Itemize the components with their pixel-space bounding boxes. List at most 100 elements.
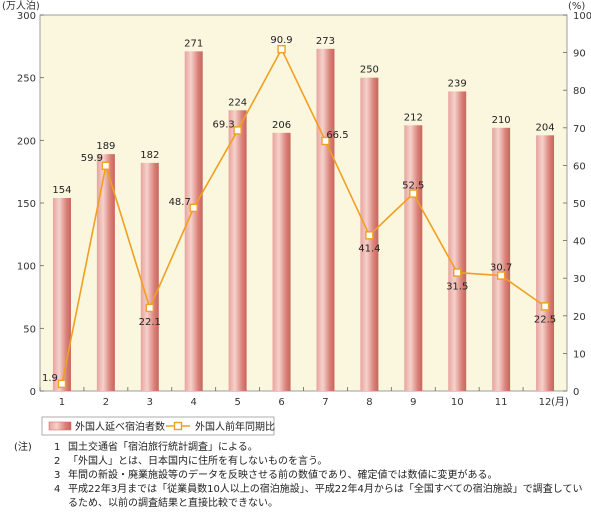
bar xyxy=(184,51,203,391)
x-tick-label: 4 xyxy=(191,397,197,408)
x-tick-label: 1 xyxy=(59,397,65,408)
note-row-2: 2 「外国人」とは、日本国内に住所を有しないものを言う。 xyxy=(14,455,584,469)
line-value-label: 22.1 xyxy=(139,317,161,328)
notes: (注) 1 国土交通省「宿泊旅行統計調査」による。 2 「外国人」とは、日本国内… xyxy=(14,441,584,511)
bar-value-label: 182 xyxy=(140,150,159,161)
bar-value-label: 189 xyxy=(96,141,115,152)
bar-value-label: 154 xyxy=(52,185,71,196)
bar-value-label: 271 xyxy=(184,38,203,49)
bar xyxy=(272,132,291,391)
bar-value-label: 224 xyxy=(228,97,247,108)
bar xyxy=(404,125,423,391)
y-right-tick-label: 100 xyxy=(573,11,591,22)
bar-value-label: 239 xyxy=(448,78,467,89)
line-point xyxy=(321,136,330,146)
y-right-tick-label: 10 xyxy=(573,349,586,360)
notes-head: (注) xyxy=(14,442,32,453)
legend-box xyxy=(41,416,275,436)
y-left-tick-label: 300 xyxy=(17,11,36,22)
plot-area xyxy=(39,14,568,392)
line-point xyxy=(540,302,550,311)
line-value-label: 69.3 xyxy=(212,119,234,130)
x-tick-label: 8 xyxy=(366,397,372,408)
note-row-1: (注) 1 国土交通省「宿泊旅行統計調査」による。 xyxy=(14,441,584,455)
bar-value-label: 210 xyxy=(492,115,511,126)
bar-value-label: 204 xyxy=(535,122,554,133)
x-tick-label: 5 xyxy=(234,397,240,408)
y-right-tick-label: 80 xyxy=(573,86,586,97)
x-tick-label: 11 xyxy=(495,397,508,408)
line-point xyxy=(57,379,67,389)
x-tick-label: 2 xyxy=(103,397,109,408)
note-text: 年間の新設・廃業施設等のデータを反映させる前の数値であり、確定値では数値に変更が… xyxy=(68,470,498,481)
x-tick-label: 10 xyxy=(451,397,464,408)
note-row-4: 4 平成22年3月までは「従業員数10人以上の宿泊施設」、平成22年4月からは「… xyxy=(14,483,584,511)
line-point xyxy=(496,271,506,280)
line-value-label: 59.9 xyxy=(81,153,103,164)
y-right-tick-label: 70 xyxy=(573,124,586,135)
bar xyxy=(52,197,71,391)
y-right-tick-label: 0 xyxy=(573,387,579,398)
x-tick-label: 6 xyxy=(278,397,284,408)
legend-bar-label: 外国人延べ宿泊者数 xyxy=(75,420,165,433)
y-left-tick-label: 100 xyxy=(17,262,36,273)
y-left-tick-label: 200 xyxy=(17,136,36,147)
bar xyxy=(140,162,159,391)
x-tick-label: 12 xyxy=(539,397,552,408)
line-value-label: 22.5 xyxy=(534,314,556,325)
y-right-tick-label: 40 xyxy=(573,237,586,248)
legend-line-label: 外国人前年同期比 xyxy=(195,420,275,433)
bar xyxy=(96,154,115,391)
bar xyxy=(448,91,467,391)
legend-bar-swatch xyxy=(48,421,72,431)
y-left-tick-label: 50 xyxy=(23,324,36,335)
line-point xyxy=(189,203,198,213)
y-right-tick-label: 60 xyxy=(573,161,586,172)
line-point xyxy=(409,189,418,198)
y-left-tick-label: 250 xyxy=(17,74,36,85)
line-value-label: 30.7 xyxy=(490,263,512,274)
y-left-tick-label: 150 xyxy=(17,199,36,210)
line-value-label: 52.5 xyxy=(402,181,424,192)
line-point xyxy=(145,303,154,313)
y-left-tick-label: 0 xyxy=(30,387,36,398)
note-number: 4 xyxy=(54,484,61,495)
line-point xyxy=(233,126,242,135)
line-value-label: 1.9 xyxy=(42,373,58,384)
bar-value-label: 250 xyxy=(360,65,379,76)
note-text: 「外国人」とは、日本国内に住所を有しないものを言う。 xyxy=(68,456,328,467)
bar xyxy=(536,135,555,391)
note-number: 1 xyxy=(54,442,61,453)
line-value-label: 66.5 xyxy=(326,130,348,141)
line-value-label: 48.7 xyxy=(169,197,191,208)
line-point xyxy=(277,45,286,54)
line-value-label: 41.4 xyxy=(358,243,380,254)
x-tick-label: 7 xyxy=(322,397,328,408)
y-right-tick-label: 30 xyxy=(573,274,586,285)
note-row-3: 3 年間の新設・廃業施設等のデータを反映させる前の数値であり、確定値では数値に変… xyxy=(14,469,584,483)
line-value-label: 90.9 xyxy=(270,35,292,46)
bar-value-label: 206 xyxy=(272,120,291,131)
line-point xyxy=(365,231,374,240)
y-left-unit: (万人泊) xyxy=(2,0,40,12)
line-series xyxy=(61,47,546,385)
y-right-tick-label: 90 xyxy=(573,49,586,60)
line-value-label: 31.5 xyxy=(446,282,468,293)
bar xyxy=(316,48,335,392)
y-right-tick-label: 50 xyxy=(573,199,586,210)
note-number: 2 xyxy=(54,456,61,467)
note-text: 平成22年3月までは「従業員数10人以上の宿泊施設」、平成22年4月からは「全国… xyxy=(68,484,583,509)
bar-value-label: 273 xyxy=(316,36,335,47)
line-point xyxy=(453,268,462,277)
y-right-unit: (%) xyxy=(568,1,585,12)
bar xyxy=(492,127,511,392)
y-right-tick-label: 20 xyxy=(573,312,586,323)
note-text: 国土交通省「宿泊旅行統計調査」による。 xyxy=(68,442,258,453)
legend-line-marker xyxy=(173,421,183,431)
note-number: 3 xyxy=(54,470,61,481)
line-point xyxy=(101,161,111,170)
x-tick-label: 3 xyxy=(147,397,153,408)
x-unit: (月) xyxy=(551,396,569,408)
bar xyxy=(228,110,247,392)
